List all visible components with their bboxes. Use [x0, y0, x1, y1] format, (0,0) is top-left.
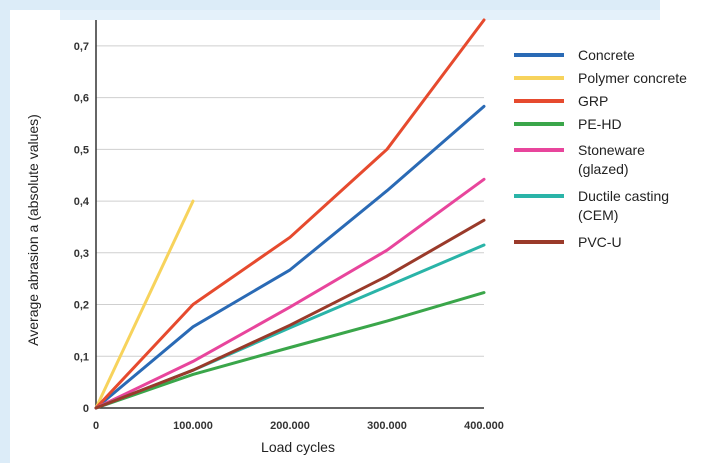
x-tick-label: 100.000 [173, 420, 213, 432]
frame-top-band [10, 0, 726, 10]
x-tick-label: 200.000 [270, 420, 310, 432]
y-tick-label: 0,1 [74, 351, 89, 363]
series-line-grp [94, 18, 486, 410]
x-tick-label: 300.000 [367, 420, 407, 432]
frame-top-inner-band [60, 10, 660, 20]
y-tick-label: 0,3 [74, 248, 89, 260]
legend-label-ductile-casting-cem: Ductile casting (CEM) [578, 188, 669, 223]
y-tick-label: 0,4 [74, 196, 90, 208]
series-line-pe-hd [94, 291, 486, 410]
grid-lines [96, 45, 484, 357]
x-tick-labels: 0 100.000 200.000 300.000 400.000 [93, 420, 504, 432]
series-line-stoneware-glazed [94, 177, 486, 410]
legend-label-grp: GRP [578, 93, 608, 109]
series-lines [94, 18, 486, 410]
y-tick-label: 0,6 [74, 93, 89, 105]
legend-label-polymer-concrete: Polymer concrete [578, 70, 687, 86]
series-line-concrete [94, 104, 486, 410]
legend-label-stoneware-glazed: Stoneware (glazed) [578, 142, 645, 177]
y-tick-labels: 0 0,1 0,2 0,3 0,4 0,5 0,6 0,7 [74, 41, 90, 415]
frame-left-band [0, 0, 10, 463]
y-tick-label: 0,2 [74, 300, 89, 312]
series-line-polymer-concrete [94, 199, 195, 410]
legend-label-pe-hd: PE-HD [578, 116, 622, 132]
y-tick-label: 0 [83, 403, 89, 415]
x-tick-label: 400.000 [464, 420, 504, 432]
x-axis-title: Load cycles [261, 439, 335, 455]
x-tick-label: 0 [93, 420, 99, 432]
legend-label-concrete: Concrete [578, 47, 635, 63]
legend: Concrete Polymer concrete GRP PE-HD Stonewar… [514, 47, 687, 250]
legend-label-pvc-u: PVC-U [578, 234, 622, 250]
axes [95, 20, 484, 409]
y-tick-label: 0,7 [74, 41, 89, 53]
series-line-pvc-u [94, 218, 486, 410]
frame-right-panel [660, 0, 726, 463]
y-axis-title: Average abrasion a (absolute values) [25, 114, 41, 346]
y-tick-label: 0,5 [74, 144, 89, 156]
